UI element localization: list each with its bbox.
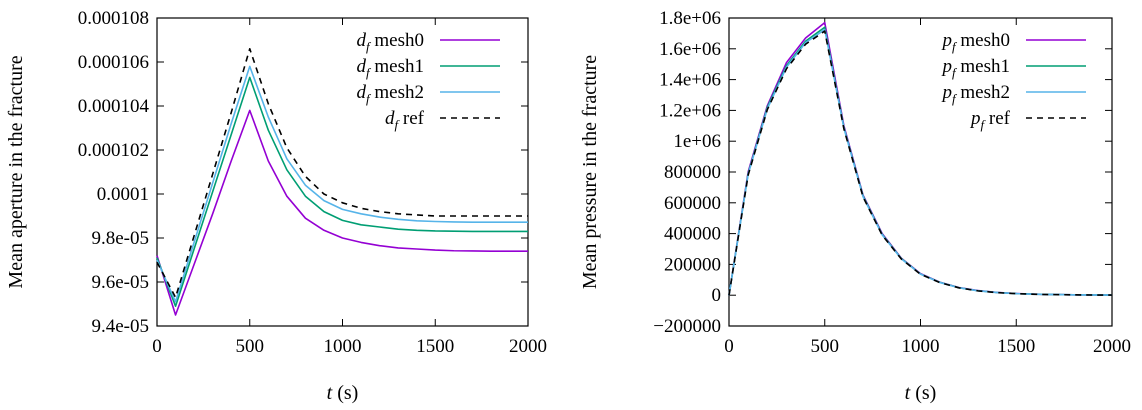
x-tick-label: 1500 [416, 336, 454, 357]
legend-label-mesh2: df mesh2 [357, 82, 424, 106]
series-line-ref [156, 47, 528, 299]
x-tick-label: 0 [724, 336, 734, 357]
series-line-mesh0 [728, 21, 1113, 296]
x-axis-title: t (s) [327, 382, 359, 404]
x-axis-title: t (s) [905, 382, 937, 404]
series-line-ref [728, 30, 1113, 296]
y-axis-title: Mean pressure in the fracture [579, 55, 601, 289]
chart-panel-0: 0 500 1000 1500 2000 9.4e-05 9.6e-05 9.8e-05 0.0… [5, 8, 547, 404]
y-tick-label: 0.0001 [97, 184, 149, 205]
series-line-mesh0 [156, 109, 528, 316]
y-tick-label: 0.000104 [78, 96, 150, 117]
y-tick-label: 400000 [664, 224, 721, 245]
chart-panel-1: 0 500 1000 1500 2000−20000002000004000006000… [579, 8, 1131, 404]
y-tick-label: 1.6e+06 [659, 39, 721, 60]
y-tick-label: 0.000106 [78, 52, 149, 73]
legend-label-ref: pf ref [969, 108, 1011, 132]
y-tick-label: 0.000102 [78, 140, 149, 161]
y-tick-label: 200000 [664, 254, 721, 275]
legend-label-mesh0: pf mesh0 [941, 30, 1010, 54]
x-tick-label: 2000 [1093, 336, 1131, 357]
y-tick-label: 0 [712, 285, 722, 306]
x-tick-label: 500 [236, 336, 265, 357]
y-tick-label: 0.000108 [78, 8, 149, 29]
x-tick-label: 500 [811, 336, 840, 357]
y-tick-label: 800000 [664, 162, 721, 183]
series-line-mesh2 [156, 65, 528, 303]
y-tick-label: 600000 [664, 193, 721, 214]
x-tick-label: 1500 [997, 336, 1035, 357]
y-axis-title: Mean aperture in the fracture [5, 55, 27, 288]
y-tick-label: 1.4e+06 [659, 70, 721, 91]
y-tick-label: 9.8e-05 [91, 228, 149, 249]
x-tick-label: 1000 [902, 336, 940, 357]
legend-label-mesh1: df mesh1 [357, 56, 424, 80]
legend-label-mesh2: pf mesh2 [941, 82, 1010, 106]
x-tick-label: 1000 [324, 336, 362, 357]
legend-label-ref: df ref [385, 108, 425, 132]
y-tick-label: −200000 [653, 316, 721, 337]
legend-label-mesh0: df mesh0 [357, 30, 424, 54]
y-tick-label: 9.6e-05 [91, 272, 149, 293]
series-line-mesh1 [156, 76, 528, 308]
legend-label-mesh1: pf mesh1 [941, 56, 1010, 80]
y-tick-label: 1.8e+06 [659, 8, 721, 29]
y-tick-label: 9.4e-05 [91, 316, 149, 337]
y-tick-label: 1.2e+06 [659, 100, 721, 121]
y-tick-label: 1e+06 [673, 131, 721, 152]
x-tick-label: 2000 [509, 336, 547, 357]
x-tick-label: 0 [152, 336, 162, 357]
